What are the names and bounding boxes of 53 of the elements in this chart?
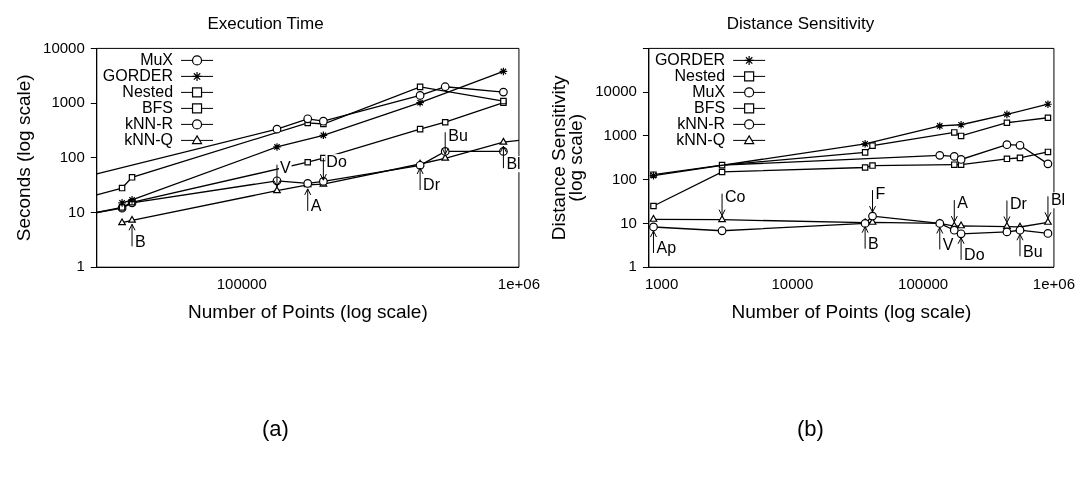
chart-title: Distance Sensitivity xyxy=(726,13,875,33)
legend-label: GORDER xyxy=(654,50,726,68)
annotation: Dr xyxy=(1009,194,1028,212)
y-tick-label: 1 xyxy=(76,257,85,275)
y-axis-title: Distance Sensitivity (log scale) xyxy=(547,74,586,241)
x-tick-label: 10000 xyxy=(771,275,814,293)
y-axis-title: Seconds (log scale) xyxy=(12,74,34,242)
y-tick-label: 100 xyxy=(59,147,85,165)
x-tick-label: 100000 xyxy=(898,275,949,293)
annotation: A xyxy=(957,194,969,212)
legend-label: Nested xyxy=(122,82,174,100)
y-tick-label: 10 xyxy=(68,202,85,220)
legend-label: kNN-Q xyxy=(124,130,174,148)
y-tick-label: 10 xyxy=(620,213,637,231)
y-tick-label: 1000 xyxy=(51,93,85,111)
x-tick-label: 100000 xyxy=(216,275,267,293)
y-tick-label: 100 xyxy=(611,169,637,187)
legend-label: BFS xyxy=(141,98,174,116)
text: (b) xyxy=(796,416,825,442)
legend-label: kNN-R xyxy=(125,114,174,132)
text: (a) xyxy=(261,416,290,442)
legend-label: GORDER xyxy=(102,66,174,84)
y-tick-label: 1 xyxy=(628,257,637,275)
annotation: Ap xyxy=(656,239,677,257)
legend-label: kNN-Q xyxy=(676,130,726,148)
x-tick-label: 1e+06 xyxy=(1032,275,1076,293)
x-tick-label: 1000 xyxy=(644,275,679,293)
legend-label: MuX xyxy=(140,50,174,68)
annotation: Bu xyxy=(1022,242,1043,260)
y-tick-label: 10000 xyxy=(595,82,637,100)
annotation: A xyxy=(310,197,322,215)
y-tick-label: 1000 xyxy=(603,126,637,144)
x-axis-title: Number of Points (log scale) xyxy=(731,300,972,322)
annotation: V xyxy=(279,159,291,177)
annotation: B xyxy=(868,235,879,253)
x-tick-label: 1e+06 xyxy=(497,275,541,293)
annotation: Do xyxy=(326,152,347,170)
annotation: Dr xyxy=(423,176,441,194)
legend-label: Nested xyxy=(674,66,726,84)
legend-label: MuX xyxy=(692,82,726,100)
chart-title: Execution Time xyxy=(207,13,324,33)
annotation: Do xyxy=(964,246,985,264)
x-axis-title: Number of Points (log scale) xyxy=(188,300,428,322)
annotation: F xyxy=(875,184,886,202)
annotation: Bl xyxy=(506,154,521,172)
legend-label: BFS xyxy=(694,98,726,116)
legend-label: kNN-R xyxy=(677,114,726,132)
y-tick-label: 10000 xyxy=(43,38,85,56)
annotation: Co xyxy=(725,188,746,206)
annotation: Bl xyxy=(1050,190,1066,208)
annotation: V xyxy=(942,235,954,253)
annotation: B xyxy=(135,232,146,250)
annotation: Bu xyxy=(448,126,468,144)
